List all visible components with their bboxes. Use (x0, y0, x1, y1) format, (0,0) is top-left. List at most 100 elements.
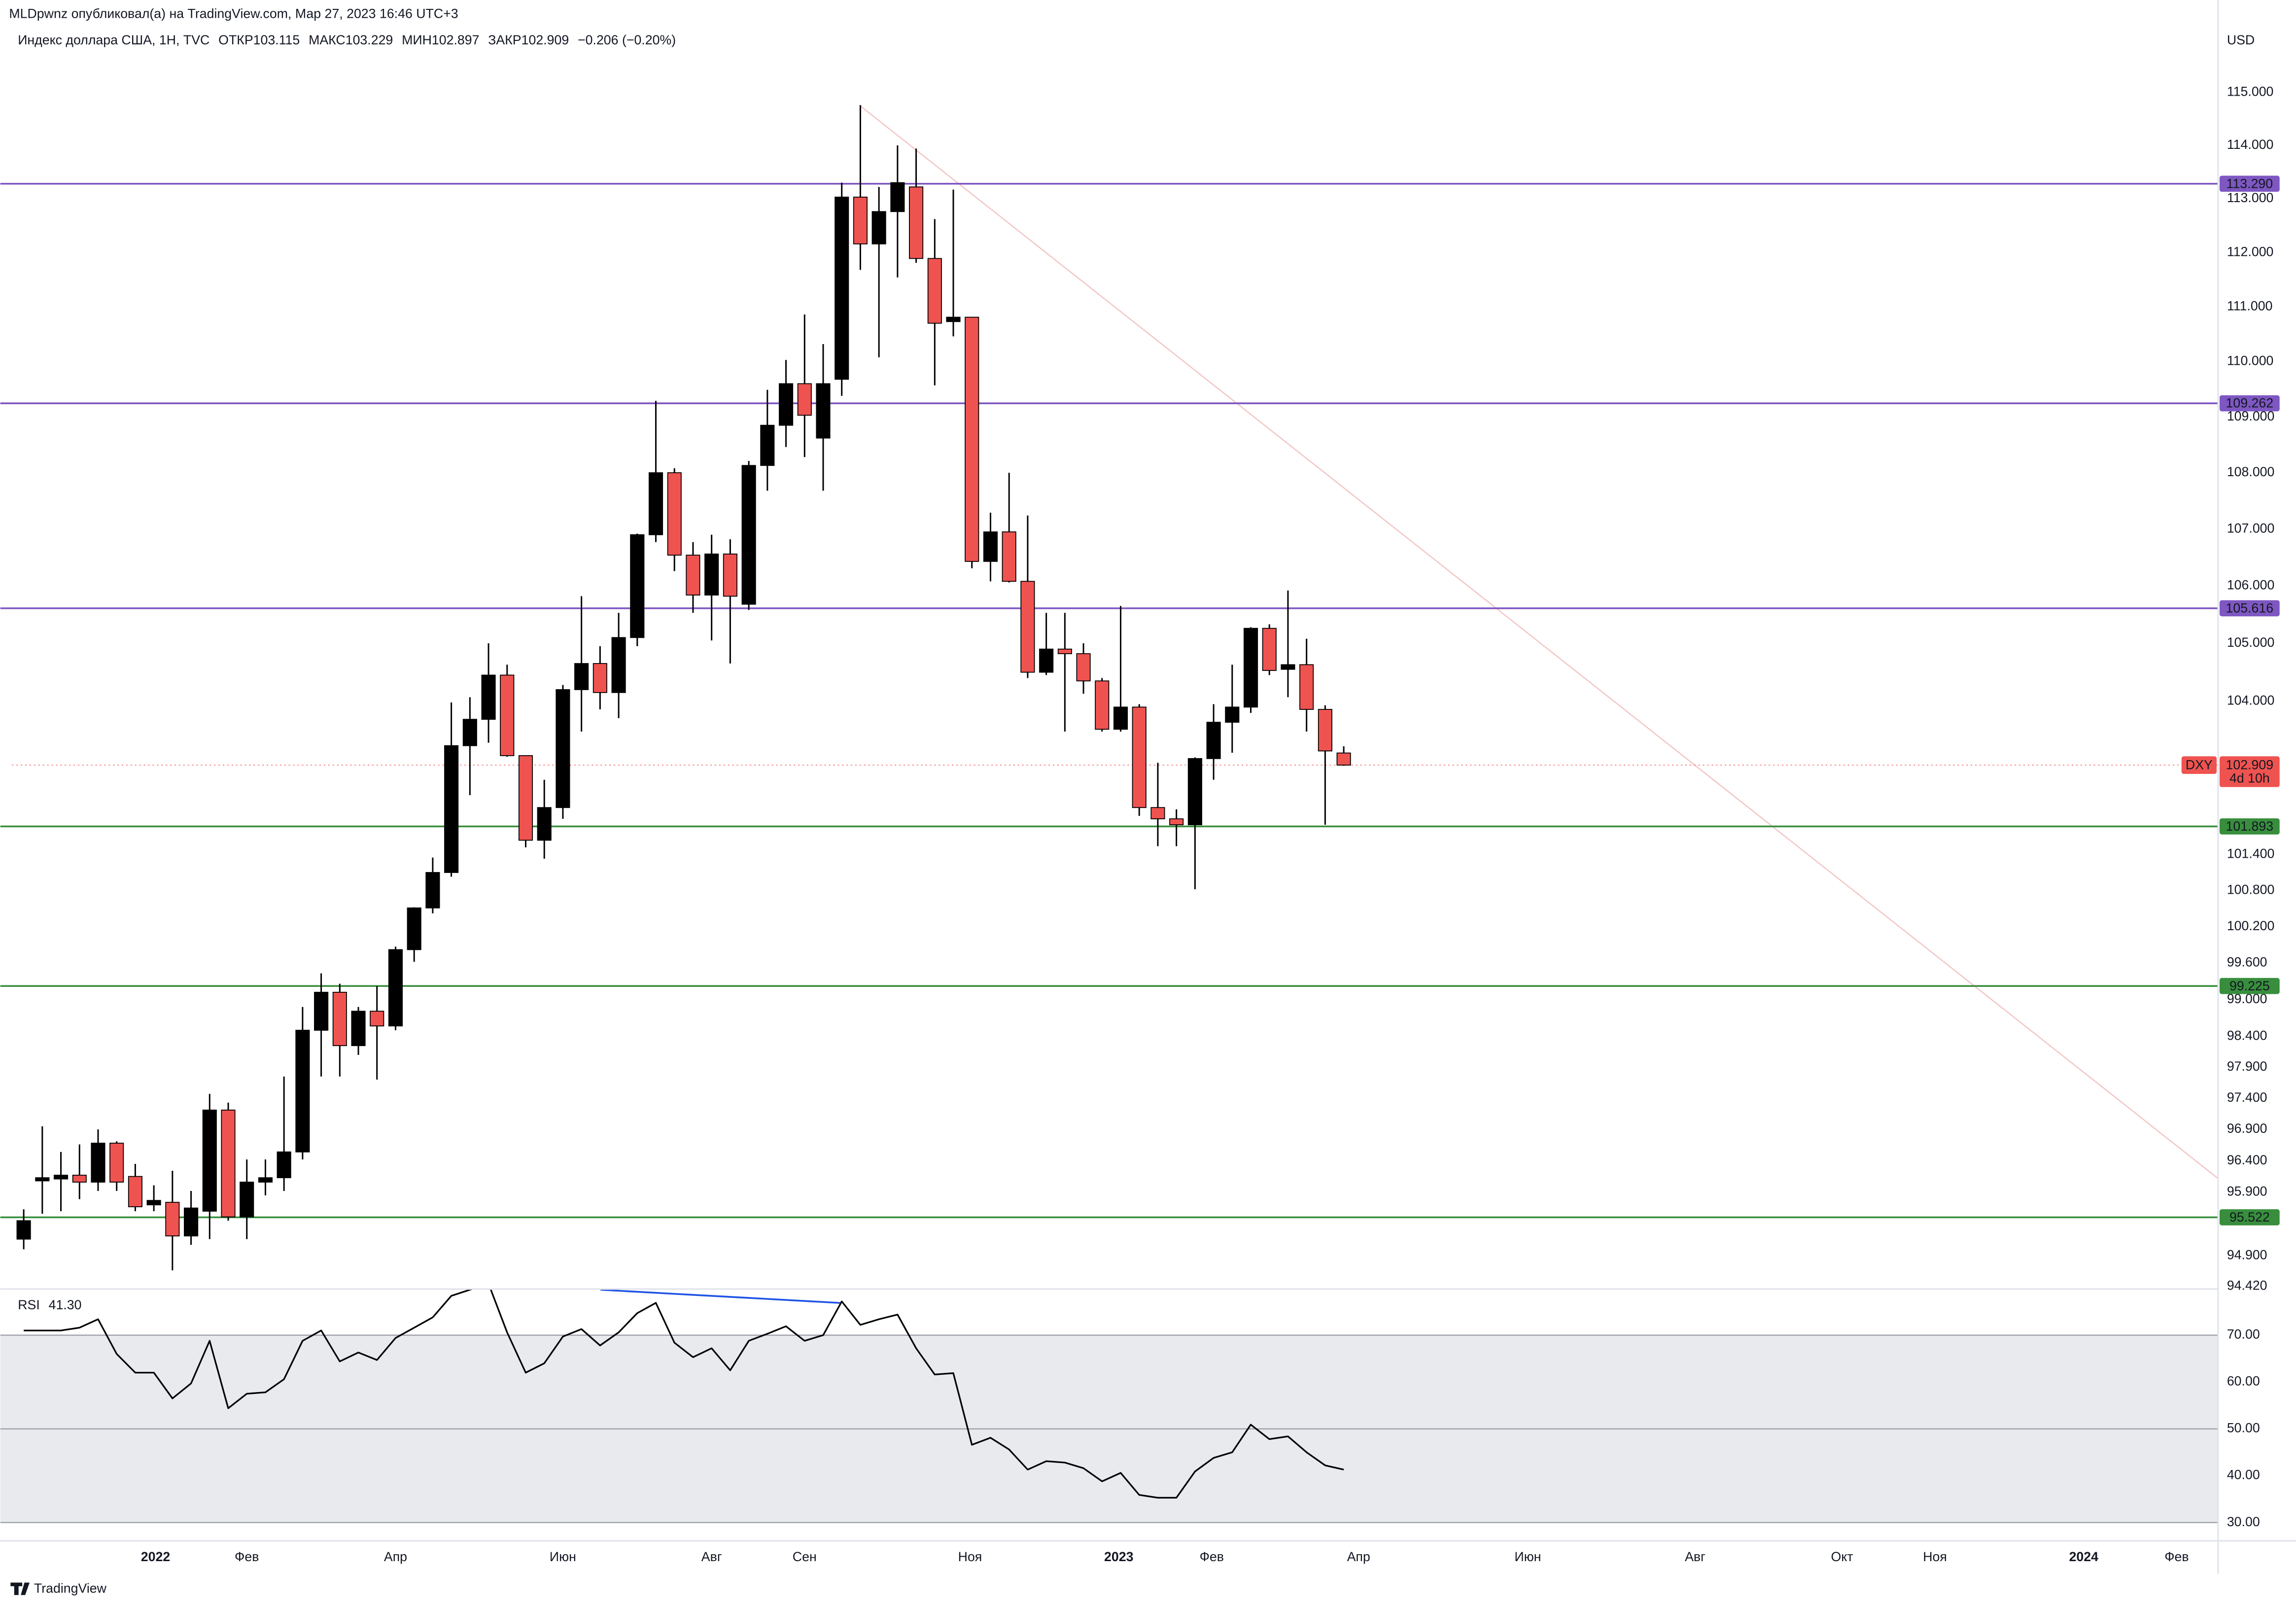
candle-body (91, 1143, 105, 1183)
divergence-line (600, 1290, 841, 1304)
candle-body (462, 719, 477, 746)
candle-body (574, 663, 589, 690)
x-tick-label: Фев (235, 1549, 259, 1564)
brand-logo (10, 1582, 30, 1595)
y-tick-label: 107.000 (2227, 521, 2275, 535)
candle-body (16, 1220, 31, 1240)
candle-body (741, 465, 756, 605)
legend: Индекс доллара США, 1Н, TVC ОТКР103.115 МА… (18, 33, 676, 47)
y-tick-label: 99.600 (2227, 955, 2267, 970)
candle-body (258, 1177, 273, 1183)
rsi-tick-label: 30.00 (2227, 1514, 2260, 1529)
candle-body (648, 472, 663, 535)
candle-body (853, 196, 868, 244)
candle-body (240, 1182, 254, 1218)
level-label: 105.616 (2226, 601, 2274, 616)
rsi-pane (24, 1290, 1344, 1499)
level-label-box (2219, 1209, 2280, 1225)
rsi-value: 41.30 (49, 1297, 82, 1312)
rsi-tick-label: 40.00 (2227, 1467, 2260, 1482)
candle-body (332, 992, 347, 1047)
brand-name: TradingView (34, 1581, 107, 1596)
candle-body (202, 1110, 217, 1212)
x-tick-label: Июн (550, 1549, 576, 1564)
candle-body (518, 755, 533, 841)
candle-body (53, 1175, 69, 1180)
level-label-box (2219, 978, 2280, 994)
trend-line (859, 105, 2219, 1179)
candle-body (630, 534, 645, 638)
x-tick-label: Июн (1515, 1549, 1541, 1564)
legend-item: −0.206 (−0.20%) (578, 33, 676, 47)
level-label: 113.290 (2226, 176, 2273, 191)
level-label-box (2219, 175, 2280, 192)
candle-body (927, 258, 942, 324)
y-tick-label: 106.000 (2227, 578, 2275, 593)
x-tick-label: Сен (793, 1549, 817, 1564)
currency: USD (2227, 33, 2255, 47)
candle-body (537, 807, 552, 841)
y-tick-label: 96.900 (2227, 1121, 2267, 1136)
last-price-box (2219, 756, 2280, 787)
candle-body (72, 1175, 87, 1183)
x-tick-label: 2023 (1104, 1549, 1133, 1564)
y-tick-label: 108.000 (2227, 464, 2275, 479)
y-tick-label: 115.000 (2227, 84, 2274, 99)
candle-body (146, 1200, 161, 1206)
candle-body (835, 196, 849, 380)
candle-body (890, 182, 905, 212)
rsi-band-layer (0, 1334, 2219, 1523)
candle-body (1039, 648, 1054, 673)
price-pane (0, 105, 2219, 1271)
y-tick-label: 101.400 (2227, 846, 2275, 861)
candle-body (128, 1176, 142, 1207)
candle-body (983, 531, 998, 562)
candle-body (704, 554, 719, 596)
candle-body (295, 1030, 310, 1152)
candle-body (35, 1177, 50, 1182)
y-tick-label: 94.900 (2227, 1247, 2267, 1262)
y-tick-label: 105.000 (2227, 635, 2275, 650)
candle-body (871, 211, 886, 244)
candle-body (221, 1110, 236, 1218)
candle-body (946, 316, 961, 322)
candle-body (1299, 664, 1314, 710)
x-tick-label: Ноя (1923, 1549, 1947, 1564)
candle-body (184, 1207, 199, 1237)
publisher: MLDpwnz опубликовал(а) на TradingView.co… (9, 6, 458, 21)
y-tick-label: 97.400 (2227, 1090, 2267, 1105)
y-tick-label: 97.900 (2227, 1059, 2267, 1074)
y-tick-label: 95.900 (2227, 1184, 2267, 1199)
legend-item: МАКС103.229 (309, 33, 393, 47)
candle-body (1318, 709, 1332, 752)
candle-body (1243, 628, 1258, 708)
x-tick-label: Фев (2164, 1549, 2189, 1564)
candle-body (1281, 664, 1295, 670)
level-label: 95.522 (2229, 1210, 2270, 1224)
candle-body (1262, 628, 1277, 671)
candle-body (425, 872, 440, 908)
rsi-line (24, 1290, 1344, 1499)
candle-body (1206, 722, 1221, 759)
level-label-box (2219, 395, 2280, 412)
candle-body (1076, 653, 1091, 682)
candle-body (816, 383, 831, 439)
y-tick-label: 113.000 (2227, 190, 2274, 205)
candle-body (370, 1011, 384, 1027)
candle-body (1113, 706, 1128, 730)
x-tick-label: Авг (701, 1549, 722, 1564)
y-tick-label: 104.000 (2227, 693, 2275, 708)
y-tick-label: 110.000 (2227, 353, 2274, 368)
level-label: 109.262 (2226, 396, 2274, 411)
candle-body (388, 949, 403, 1027)
x-tick-label: Окт (1831, 1549, 1853, 1564)
axes: 115.000 114.000 113.000 112.000 111.000 110.0… (141, 84, 2280, 1564)
candle-body (909, 186, 924, 259)
brand: TradingView (10, 1581, 107, 1596)
rsi-title: RSI (18, 1297, 40, 1312)
level-label: 101.893 (2226, 819, 2274, 834)
candle-body (760, 424, 775, 466)
last-price-label: 102.909 (2226, 758, 2274, 772)
